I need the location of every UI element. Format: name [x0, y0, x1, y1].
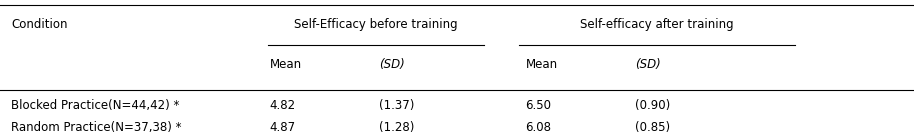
Text: 6.08: 6.08: [526, 121, 551, 134]
Text: Self-Efficacy before training: Self-Efficacy before training: [294, 18, 458, 31]
Text: Mean: Mean: [526, 58, 558, 71]
Text: (0.85): (0.85): [635, 121, 670, 134]
Text: Condition: Condition: [11, 18, 68, 31]
Text: 4.82: 4.82: [270, 99, 296, 112]
Text: Self-efficacy after training: Self-efficacy after training: [580, 18, 734, 31]
Text: Blocked Practice(N=44,42) *: Blocked Practice(N=44,42) *: [11, 99, 179, 112]
Text: (1.28): (1.28): [379, 121, 415, 134]
Text: 6.50: 6.50: [526, 99, 551, 112]
Text: (SD): (SD): [635, 58, 661, 71]
Text: Random Practice(N=37,38) *: Random Practice(N=37,38) *: [11, 121, 182, 134]
Text: (SD): (SD): [379, 58, 405, 71]
Text: Mean: Mean: [270, 58, 302, 71]
Text: (0.90): (0.90): [635, 99, 671, 112]
Text: (1.37): (1.37): [379, 99, 415, 112]
Text: 4.87: 4.87: [270, 121, 296, 134]
